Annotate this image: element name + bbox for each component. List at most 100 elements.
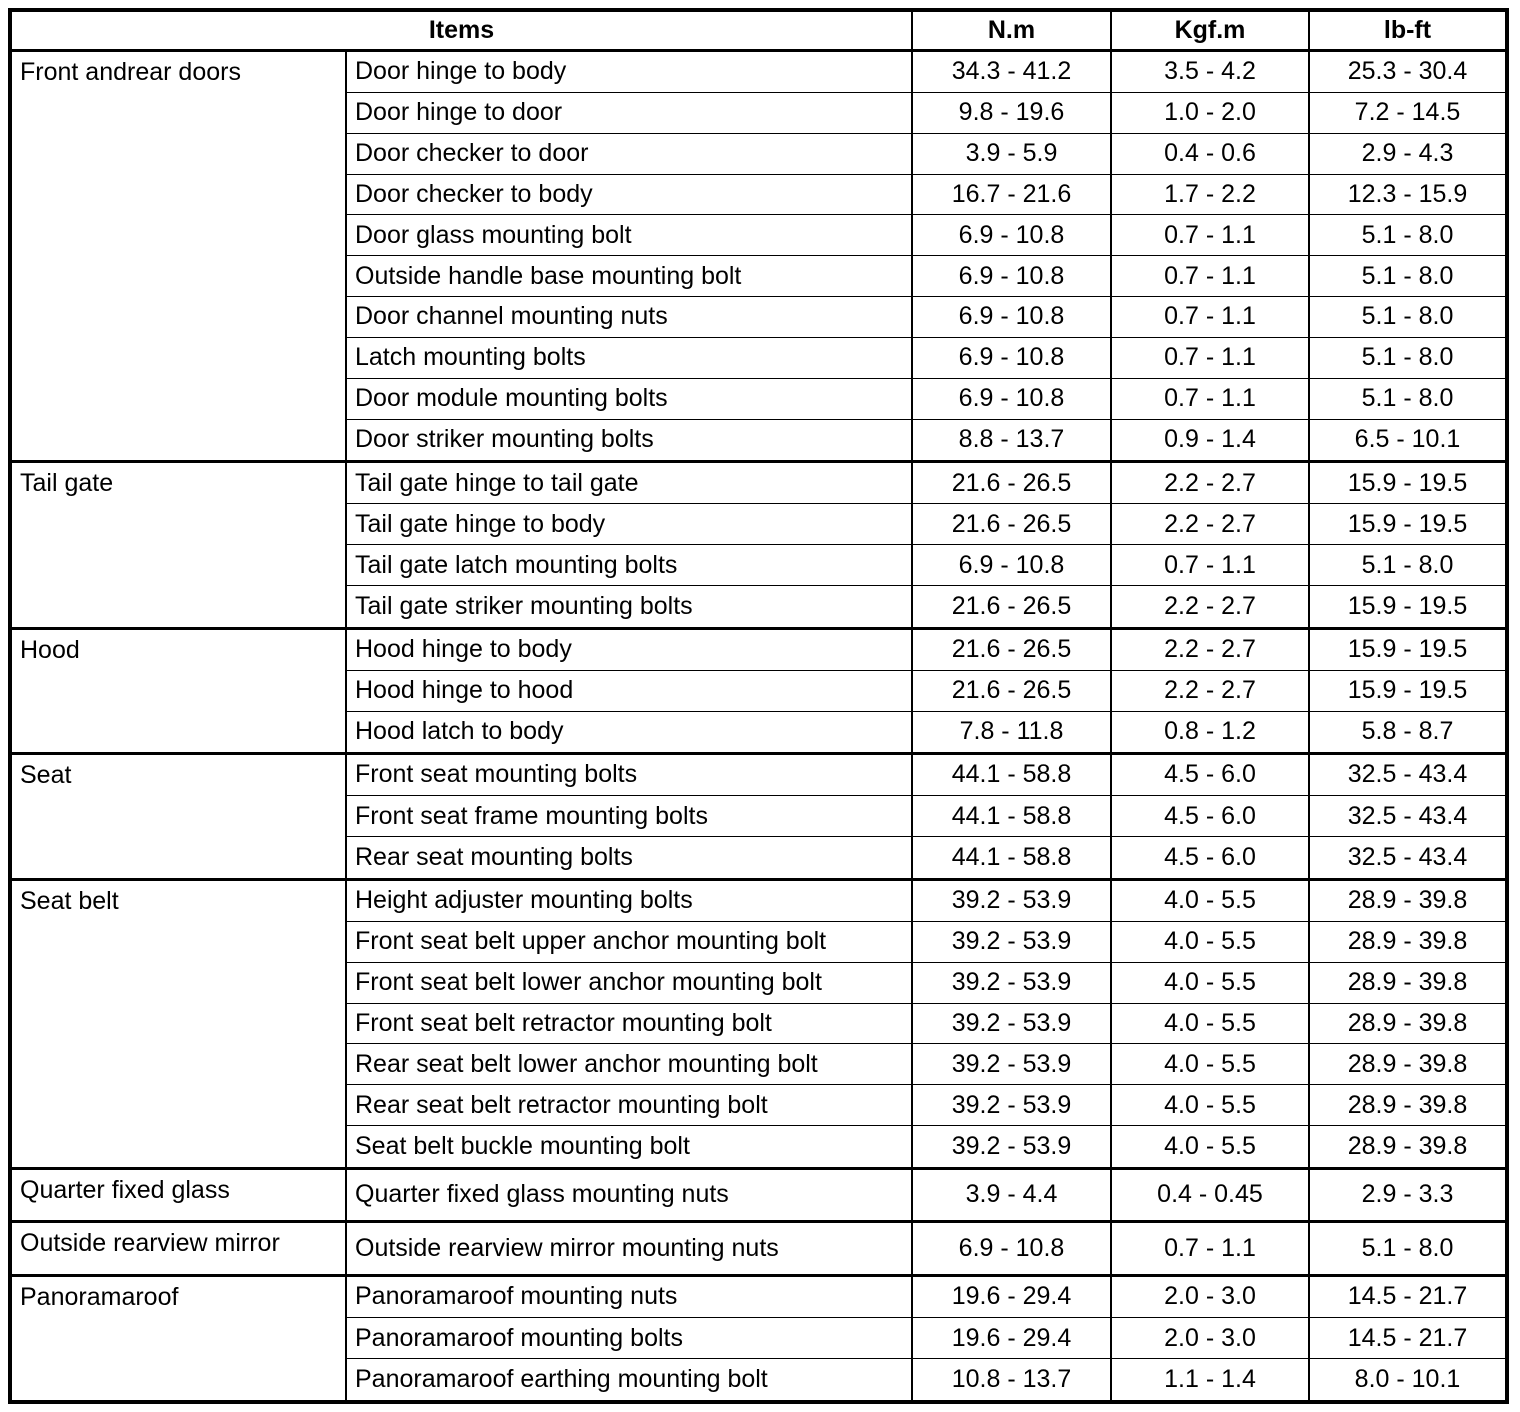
table-row: Seat belt Height adjuster mounting bolts 3… (9, 877, 1508, 1169)
item-cell: Latch mounting bolts (345, 337, 913, 379)
item-cell: Tail gate hinge to body (345, 503, 913, 546)
lbft-cell: 28.9 - 39.8 (1308, 1002, 1508, 1045)
kgfm-cell: 0.7 - 1.1 (1110, 255, 1310, 298)
item-cell: Seat belt buckle mounting bolt (345, 1125, 913, 1169)
kgfm-cell: 0.7 - 1.1 (1110, 544, 1310, 587)
item-cell: Tail gate striker mounting bolts (345, 585, 913, 629)
table-row: Panoramaroof earthing mounting bolt 10.8 … (10, 1358, 1508, 1403)
group-cell: Panoramaroof (9, 1274, 347, 1403)
group-cell: Quarter fixed glass (9, 1166, 347, 1223)
kgfm-cell: 0.7 - 1.1 (1110, 1220, 1310, 1277)
lbft-cell: 15.9 - 19.5 (1308, 626, 1508, 671)
group-cell: Outside rearview mirror (9, 1220, 347, 1277)
nm-cell: 39.2 - 53.9 (911, 1125, 1112, 1169)
nm-cell: 6.9 - 10.8 (911, 255, 1112, 298)
lbft-cell: 5.1 - 8.0 (1308, 1220, 1508, 1277)
item-cell: Tail gate hinge to tail gate (345, 460, 913, 505)
item-cell: Outside handle base mounting bolt (345, 255, 913, 298)
kgfm-cell: 2.2 - 2.7 (1110, 626, 1310, 671)
nm-cell: 3.9 - 5.9 (911, 132, 1112, 175)
nm-cell: 16.7 - 21.6 (911, 173, 1112, 216)
nm-cell: 6.9 - 10.8 (911, 1220, 1112, 1277)
column-header-nm: N.m (911, 9, 1112, 51)
lbft-cell: 28.9 - 39.8 (1308, 920, 1508, 963)
column-header-lbft: lb-ft (1308, 9, 1508, 51)
table-row: Panoramaroof mounting bolts 19.6 - 29.4 2.… (10, 1317, 1508, 1360)
nm-cell: 10.8 - 13.7 (911, 1358, 1112, 1403)
kgfm-cell: 4.0 - 5.5 (1110, 1125, 1310, 1169)
nm-cell: 19.6 - 29.4 (911, 1317, 1112, 1360)
table-row: Front seat frame mounting bolts 44.1 - 58… (10, 795, 1508, 838)
table-row: Tail gate Tail gate hinge to tail gate 21.… (9, 460, 1508, 629)
table-row: Front seat belt upper anchor mounting bo… (10, 920, 1508, 963)
kgfm-cell: 2.2 - 2.7 (1110, 669, 1310, 712)
nm-cell: 39.2 - 53.9 (911, 961, 1112, 1004)
group-cell: Seat belt (9, 877, 347, 1169)
item-cell: Front seat belt upper anchor mounting bo… (345, 920, 913, 963)
item-cell: Rear seat belt lower anchor mounting bol… (345, 1043, 913, 1086)
lbft-cell: 28.9 - 39.8 (1308, 1084, 1508, 1127)
group-cell: Hood (9, 626, 347, 754)
item-cell: Door checker to body (345, 173, 913, 216)
kgfm-cell: 0.7 - 1.1 (1110, 337, 1310, 379)
item-cell: Hood latch to body (345, 710, 913, 755)
nm-cell: 21.6 - 26.5 (911, 669, 1112, 712)
table-row: Door channel mounting nuts 6.9 - 10.8 0.7 … (10, 296, 1508, 339)
lbft-cell: 32.5 - 43.4 (1308, 836, 1508, 880)
nm-cell: 3.9 - 4.4 (911, 1166, 1112, 1223)
nm-cell: 39.2 - 53.9 (911, 1084, 1112, 1127)
kgfm-cell: 0.8 - 1.2 (1110, 710, 1310, 755)
kgfm-cell: 4.0 - 5.5 (1110, 961, 1310, 1004)
kgfm-cell: 4.0 - 5.5 (1110, 920, 1310, 963)
kgfm-cell: 4.5 - 6.0 (1110, 751, 1310, 797)
item-cell: Front seat mounting bolts (345, 751, 913, 797)
nm-cell: 6.9 - 10.8 (911, 337, 1112, 379)
group-cell: Front andrear doors (9, 48, 347, 463)
nm-cell: 19.6 - 29.4 (911, 1274, 1112, 1319)
kgfm-cell: 4.5 - 6.0 (1110, 836, 1310, 880)
lbft-cell: 5.1 - 8.0 (1308, 337, 1508, 379)
lbft-cell: 12.3 - 15.9 (1308, 173, 1508, 216)
item-cell: Height adjuster mounting bolts (345, 877, 913, 922)
group-cell: Tail gate (9, 460, 347, 629)
nm-cell: 44.1 - 58.8 (911, 836, 1112, 880)
table-body: Front andrear doors Door hinge to body 34.… (9, 48, 1508, 1403)
table-row: Door glass mounting bolt 6.9 - 10.8 0.7 - … (10, 214, 1508, 257)
kgfm-cell: 0.9 - 1.4 (1110, 418, 1310, 463)
item-cell: Panoramaroof mounting nuts (345, 1274, 913, 1319)
kgfm-cell: 0.4 - 0.45 (1110, 1166, 1310, 1223)
lbft-cell: 28.9 - 39.8 (1308, 1125, 1508, 1169)
lbft-cell: 5.1 - 8.0 (1308, 255, 1508, 298)
lbft-cell: 28.9 - 39.8 (1308, 877, 1508, 922)
nm-cell: 21.6 - 26.5 (911, 460, 1112, 505)
lbft-cell: 8.0 - 10.1 (1308, 1358, 1508, 1403)
lbft-cell: 7.2 - 14.5 (1308, 91, 1508, 134)
kgfm-cell: 2.0 - 3.0 (1110, 1274, 1310, 1319)
lbft-cell: 28.9 - 39.8 (1308, 961, 1508, 1004)
lbft-cell: 2.9 - 4.3 (1308, 132, 1508, 175)
kgfm-cell: 0.4 - 0.6 (1110, 132, 1310, 175)
item-cell: Hood hinge to body (345, 626, 913, 671)
lbft-cell: 32.5 - 43.4 (1308, 795, 1508, 838)
nm-cell: 6.9 - 10.8 (911, 214, 1112, 257)
item-cell: Front seat frame mounting bolts (345, 795, 913, 838)
kgfm-cell: 1.7 - 2.2 (1110, 173, 1310, 216)
column-header-items: Items (9, 9, 913, 51)
table-row: Panoramaroof Panoramaroof mounting nuts 19… (9, 1274, 1508, 1403)
nm-cell: 44.1 - 58.8 (911, 751, 1112, 797)
kgfm-cell: 0.7 - 1.1 (1110, 214, 1310, 257)
item-cell: Tail gate latch mounting bolts (345, 544, 913, 587)
nm-cell: 21.6 - 26.5 (911, 503, 1112, 546)
nm-cell: 8.8 - 13.7 (911, 418, 1112, 463)
kgfm-cell: 2.2 - 2.7 (1110, 460, 1310, 505)
lbft-cell: 5.1 - 8.0 (1308, 214, 1508, 257)
torque-spec-table: Items N.m Kgf.m lb-ft Front andrear door… (8, 8, 1509, 1404)
nm-cell: 21.6 - 26.5 (911, 585, 1112, 629)
lbft-cell: 15.9 - 19.5 (1308, 460, 1508, 505)
lbft-cell: 5.1 - 8.0 (1308, 377, 1508, 420)
item-cell: Door striker mounting bolts (345, 418, 913, 463)
nm-cell: 6.9 - 10.8 (911, 544, 1112, 587)
table-row: Rear seat belt retractor mounting bolt 39… (10, 1084, 1508, 1127)
item-cell: Outside rearview mirror mounting nuts (345, 1220, 913, 1277)
